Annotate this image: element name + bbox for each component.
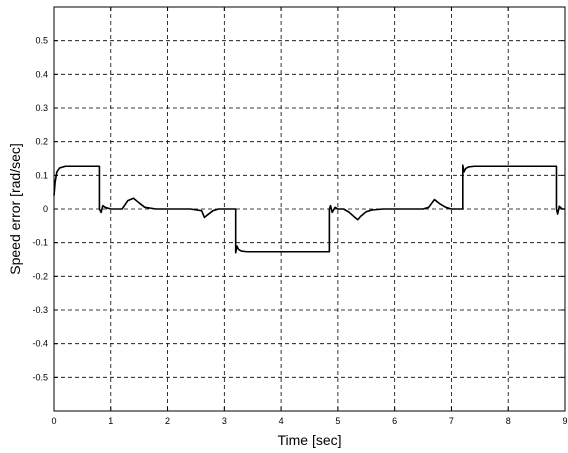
x-axis-label: Time [sec] [277,432,341,448]
x-tick-label: 6 [392,416,397,426]
x-tick-label: 7 [449,416,454,426]
x-tick-label: 5 [335,416,340,426]
y-axis-label: Speed error [rad/sec] [7,143,23,275]
y-tick-label: 0.1 [35,170,48,180]
y-tick-label: 0.5 [35,36,48,46]
x-tick-label: 3 [222,416,227,426]
x-tick-label: 1 [108,416,113,426]
y-tick-label: -0.3 [32,305,48,315]
x-tick-label: 4 [279,416,284,426]
y-tick-label: -0.5 [32,372,48,382]
y-tick-label: 0.4 [35,69,48,79]
x-tick-label: 0 [51,416,56,426]
y-tick-label: -0.4 [32,339,48,349]
x-tick-label: 2 [165,416,170,426]
y-tick-label: -0.1 [32,238,48,248]
y-tick-label: 0 [43,204,48,214]
y-tick-label: 0.2 [35,137,48,147]
y-tick-label: -0.2 [32,271,48,281]
x-tick-label: 8 [506,416,511,426]
x-tick-label: 9 [562,416,567,426]
y-tick-label: 0.3 [35,103,48,113]
